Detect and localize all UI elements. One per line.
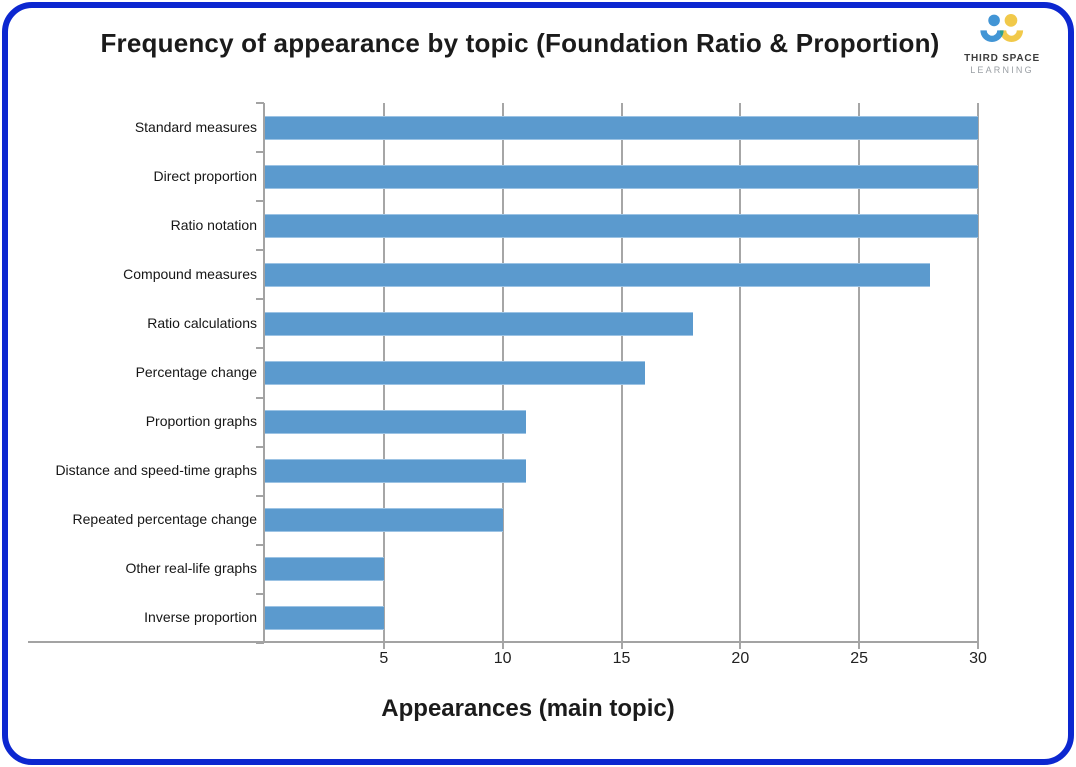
y-axis-tick [256, 396, 264, 399]
x-tick-label-5: 5 [379, 650, 389, 667]
category-label: Repeated percentage change [72, 511, 257, 528]
bar [265, 213, 978, 238]
x-tick-label-15: 15 [612, 650, 631, 667]
bar [265, 508, 503, 533]
x-tick-labels: 5 10 15 20 25 30 [265, 650, 987, 674]
category-label: Proportion graphs [145, 413, 257, 430]
category-axis-labels: Standard measures Direct proportion Ratio … [0, 103, 257, 643]
y-axis-tick [256, 592, 264, 595]
y-axis-tick [256, 543, 264, 546]
bar [265, 115, 978, 140]
bar [265, 557, 384, 582]
x-tick-label-10: 10 [493, 650, 512, 667]
category-label: Ratio notation [170, 216, 257, 233]
y-axis-tick [256, 200, 264, 203]
bar [265, 262, 931, 287]
y-axis-tick [256, 642, 264, 644]
category-label: Percentage change [135, 364, 257, 380]
x-axis-line [28, 641, 978, 643]
category-label: Standard measures [134, 118, 257, 135]
category-label: Direct proportion [153, 167, 258, 184]
y-axis-tick [256, 494, 264, 497]
x-tick-label-20: 20 [731, 650, 750, 667]
plot-area [265, 103, 979, 649]
x-tick-label-30: 30 [969, 650, 987, 667]
x-tick-label-25: 25 [850, 650, 869, 667]
bar [265, 606, 384, 631]
bar [265, 361, 646, 385]
bar [265, 311, 693, 336]
x-axis-title: Appearances (main topic) [381, 695, 675, 722]
gridline-30 [977, 103, 979, 649]
y-axis-tick [256, 151, 264, 154]
gridline-20 [739, 103, 742, 649]
brand-logo: THIRD SPACE LEARNING [954, 13, 1050, 75]
category-label: Other real-life graphs [125, 560, 257, 577]
bar [265, 164, 978, 189]
y-axis-tick [256, 249, 264, 252]
category-label: Inverse proportion [144, 609, 257, 626]
category-label: Distance and speed-time graphs [55, 462, 257, 479]
category-label: Ratio calculations [147, 314, 257, 331]
category-label: Compound measures [123, 265, 257, 282]
y-axis-line [263, 103, 265, 643]
bar [265, 459, 527, 484]
y-axis-tick [256, 347, 264, 350]
y-axis-tick [256, 102, 264, 104]
brand-name-line2: LEARNING [970, 65, 1034, 75]
y-axis-tick [256, 445, 264, 448]
two-people-icon [954, 13, 1050, 51]
brand-name-line1: THIRD SPACE [964, 53, 1040, 64]
gridline-25 [858, 103, 861, 649]
y-axis-tick [256, 298, 264, 301]
bar [265, 410, 527, 435]
chart-title: Frequency of appearance by topic (Founda… [100, 28, 940, 58]
